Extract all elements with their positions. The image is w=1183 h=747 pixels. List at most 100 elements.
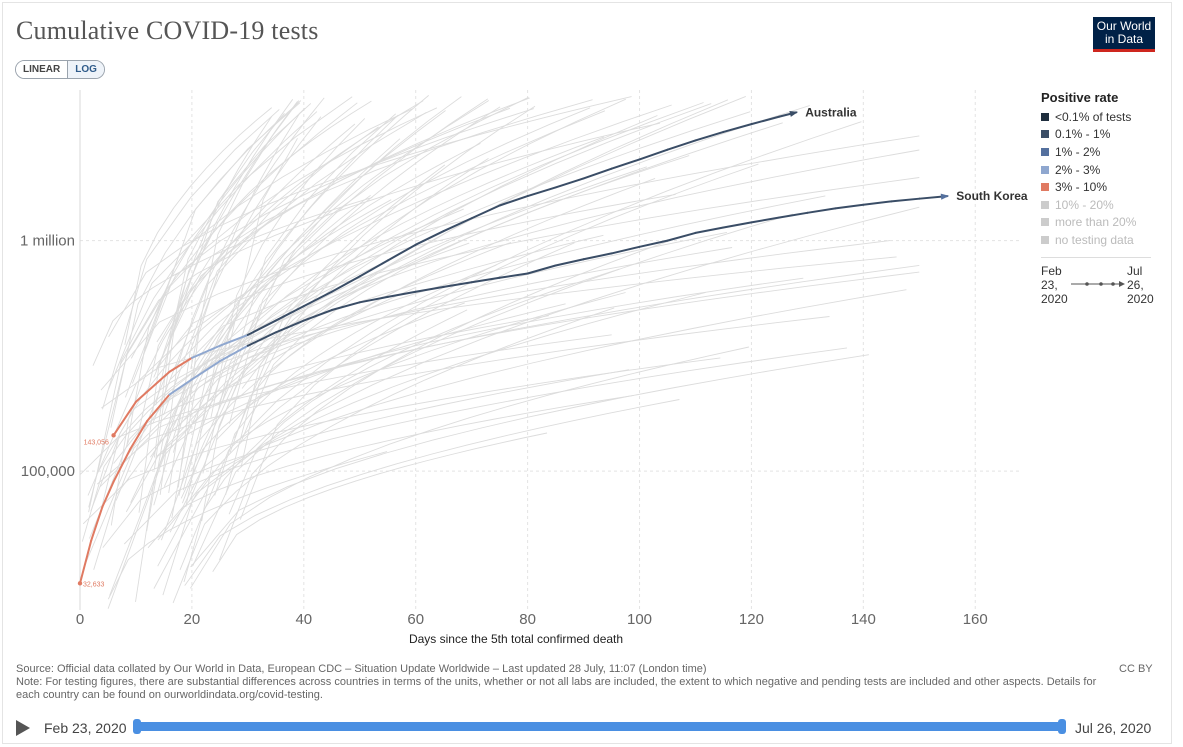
x-tick-label: 140 [851,611,876,628]
timeline-track[interactable] [137,722,1063,731]
series-start-point [77,581,83,586]
background-country-line [180,105,810,499]
series-line-segment [146,393,171,423]
series-line-segment [302,309,333,322]
background-country-line [190,354,869,568]
legend-item[interactable]: 0.1% - 1% [1041,126,1161,144]
legend-item[interactable]: 3% - 10% [1041,178,1161,196]
background-country-line [123,347,848,545]
background-country-line [87,104,672,496]
series-label: South Korea [956,189,1028,203]
series-line-segment [190,344,221,359]
x-tick-label: 120 [739,611,764,628]
legend-item[interactable]: 10% - 20% [1041,196,1161,214]
background-country-line [124,96,353,398]
background-country-line [147,394,634,549]
legend-label: 0.1% - 1% [1055,127,1111,142]
background-country-line [228,138,298,348]
series-line-segment [498,272,529,279]
background-country-line [88,111,318,513]
legend-item[interactable]: more than 20% [1041,214,1161,232]
background-country-line [168,100,372,349]
value-annotation: 32,633 [83,581,105,588]
legend-item[interactable]: <0.1% of tests [1041,108,1161,126]
play-icon[interactable] [16,720,30,736]
series-line-segment [694,226,725,234]
background-country-line [183,309,468,583]
background-country-line [229,96,462,424]
series-line-segment [190,360,221,381]
background-country-line [241,149,920,389]
y-tick-label: 100,000 [21,463,75,480]
background-country-line [156,99,593,343]
series-line-segment [112,447,132,483]
series-line-segment [274,319,305,334]
legend-item[interactable]: 1% - 2% [1041,143,1161,161]
background-country-line [101,256,897,409]
license-link[interactable]: CC BY [1119,663,1153,675]
series-line-segment [862,200,893,206]
series-line-segment [666,231,697,242]
legend-swatch [1041,235,1049,244]
background-country-line [172,307,615,604]
background-country-line [160,177,656,541]
background-country-line [190,346,749,589]
series-line-segment [218,344,249,363]
background-country-line [228,268,620,515]
series-line-segment [358,259,389,278]
series-end-arrow [940,193,950,200]
timeline-end-label: Jul 26, 2020 [1075,720,1152,736]
linear-scale-button[interactable]: LINEAR [16,61,68,78]
legend-divider [1041,256,1151,258]
legend-date-range: Feb 23, 2020 Jul 26, 2020 [1041,264,1161,308]
legend-label: more than 20% [1055,215,1137,230]
owid-logo[interactable]: Our World in Data [1093,17,1155,52]
legend-label: no testing data [1055,232,1134,247]
timeline-end-handle[interactable] [1058,719,1066,734]
timeline: Feb 23, 2020 Jul 26, 2020 [16,716,1156,742]
series-line-segment [470,204,501,220]
x-tick-label: 40 [295,611,312,628]
series-start-point [111,433,116,438]
legend-label: 2% - 3% [1055,162,1101,177]
legend-label: 10% - 20% [1055,197,1114,212]
background-country-line [153,115,273,458]
legend-item[interactable]: 2% - 3% [1041,161,1161,179]
legend-date-end: Jul 26, 2020 [1127,263,1154,306]
background-country-line [225,105,536,496]
background-country-line [221,113,396,402]
series-line-segment [246,331,277,347]
background-country-line [102,109,280,410]
background-country-line [120,231,727,466]
legend-swatch [1041,218,1049,227]
background-country-line [100,135,920,391]
background-country-line [102,369,630,548]
series-line-segment [526,186,557,198]
legend-date-arrow-icon [1071,280,1125,287]
series-line-segment [750,216,781,224]
scale-toggle: LINEAR LOG [15,60,105,79]
log-scale-button[interactable]: LOG [67,61,104,78]
background-country-line [153,206,920,589]
background-country-line [185,114,399,508]
background-country-line [240,158,489,468]
x-tick-label: 80 [519,611,536,628]
series-line-segment [610,158,641,170]
chart-title: Cumulative COVID-19 tests [16,16,319,45]
series-line-segment [386,243,417,262]
series-line-segment [582,167,613,180]
series-line-segment [112,400,137,437]
series-line-segment [470,276,501,284]
timeline-start-handle[interactable] [133,719,141,734]
legend: Positive rate <0.1% of tests 0.1% - 1% 1% … [1041,90,1161,308]
series-line-segment [694,130,725,142]
background-country-line [130,111,751,503]
legend-date-start: Feb 23, 2020 [1041,263,1068,306]
background-country-line [162,242,575,596]
series-line-segment [890,197,921,203]
legend-item[interactable]: no testing data [1041,231,1161,249]
series-line-segment [582,252,613,261]
series-line-segment [386,290,417,298]
background-country-line [108,108,413,390]
